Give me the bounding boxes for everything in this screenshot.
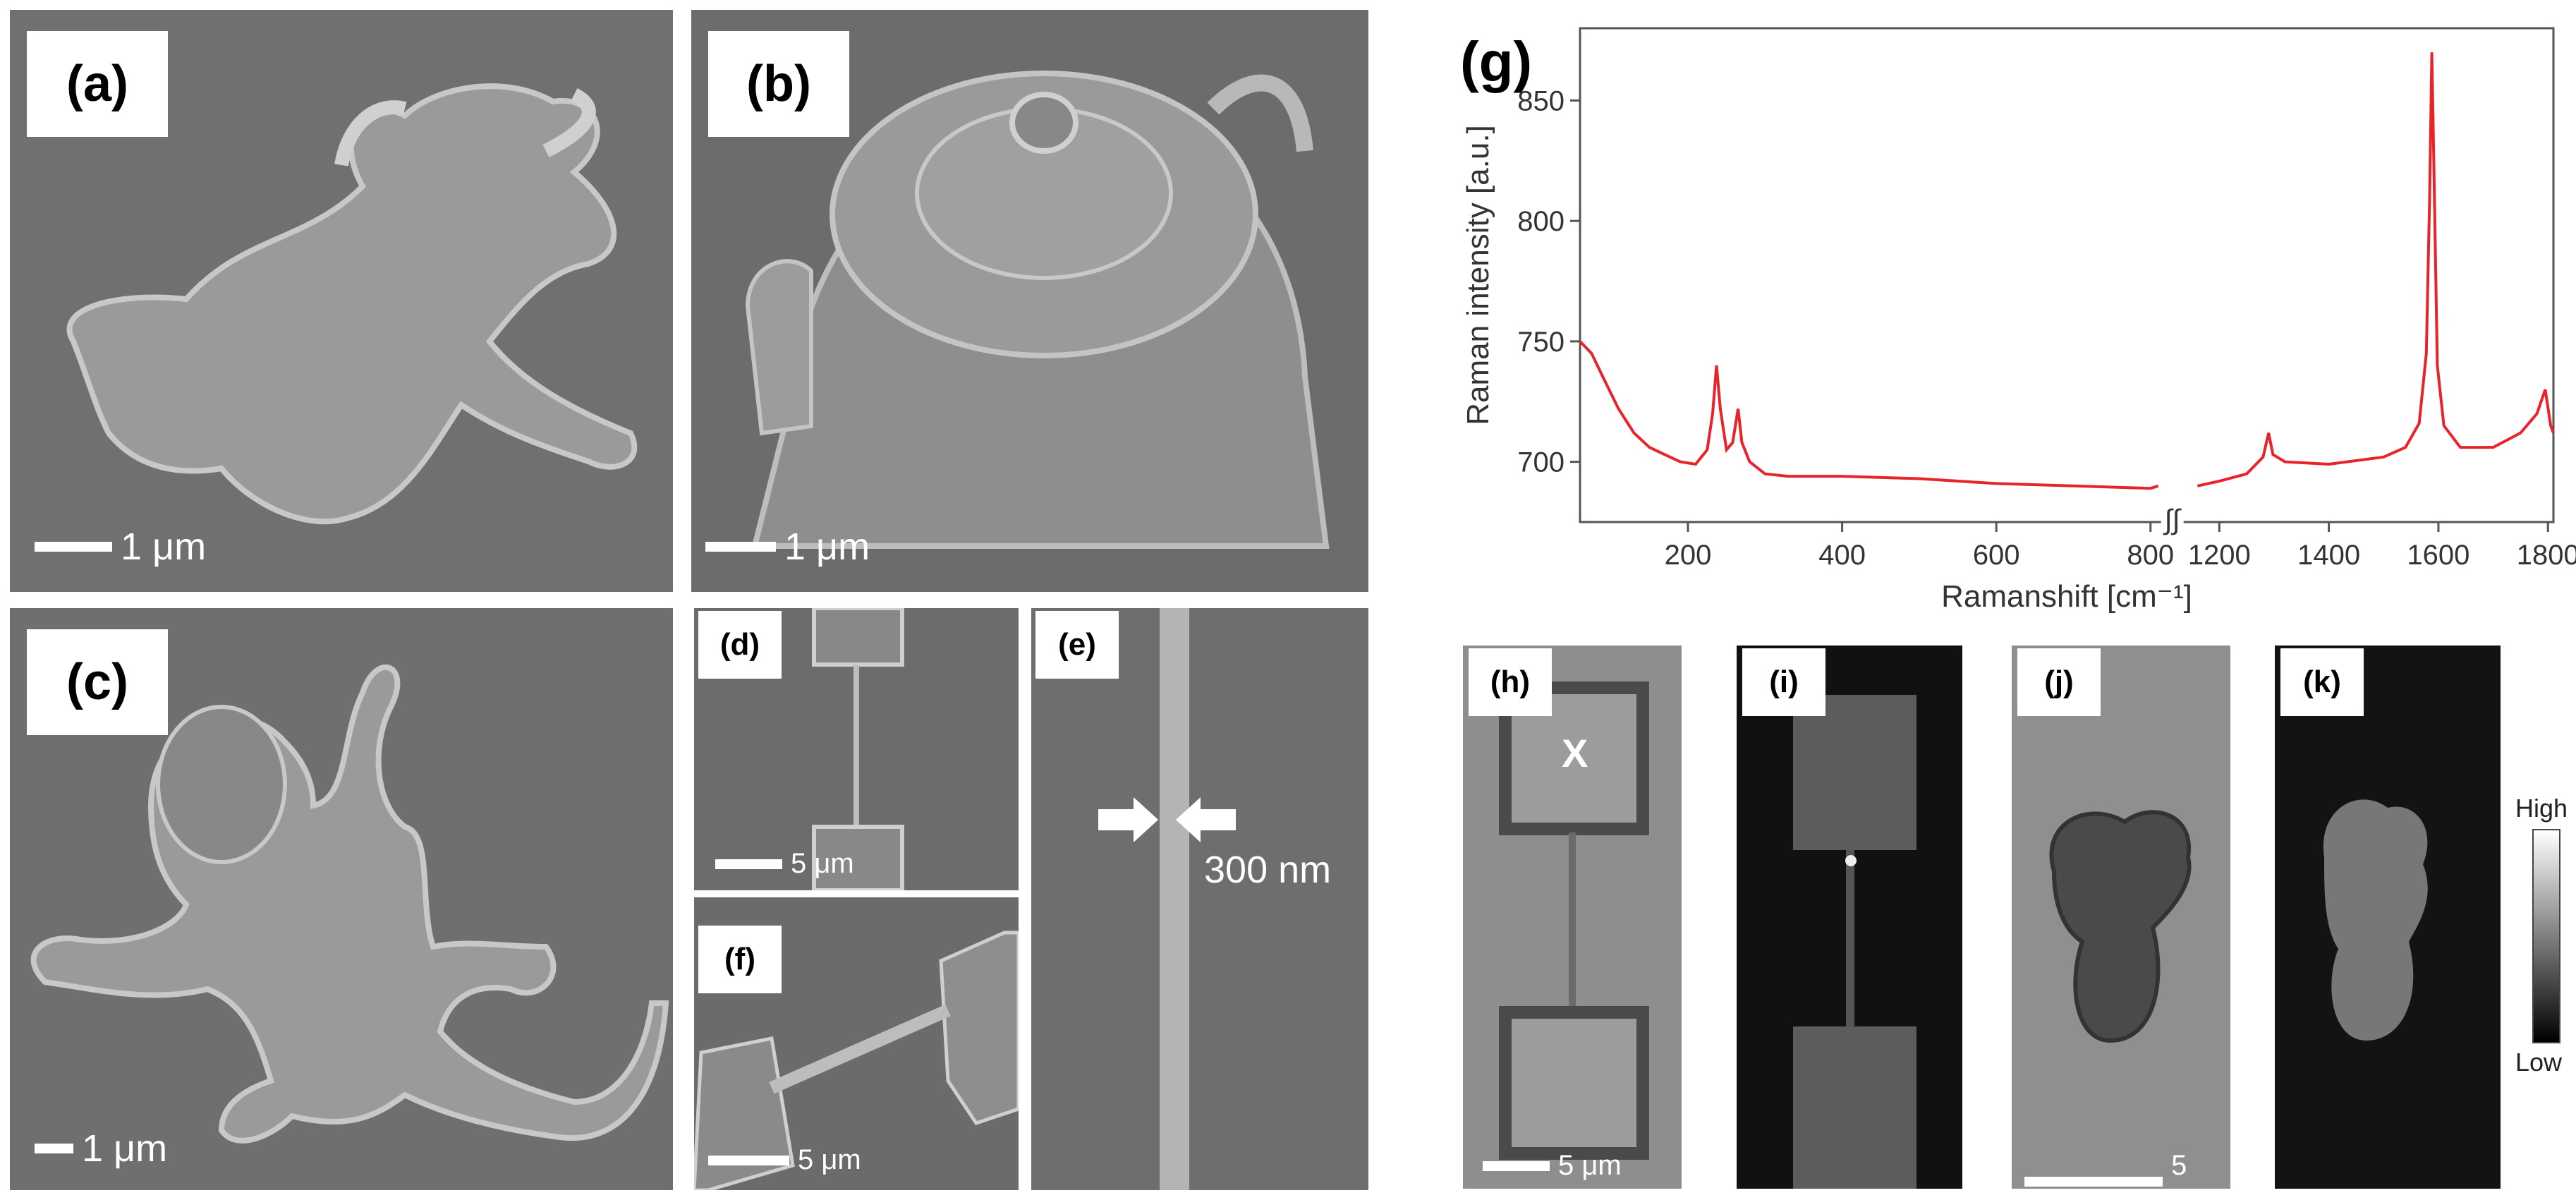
scale-bar-f-label: 5 μm: [798, 1144, 861, 1175]
axis-break-symbol: ∫∫: [2163, 504, 2182, 535]
panel-label-h: (h): [1469, 648, 1552, 716]
width-annotation: 300 nm: [1204, 849, 1332, 891]
panel-label-c: (c): [27, 629, 168, 735]
scale-bar-a: 1 μm: [35, 525, 206, 569]
raman-map-object: [2275, 646, 2501, 1189]
scale-bar-f: 5 μm: [708, 1144, 861, 1176]
panel-label-i: (i): [1742, 648, 1825, 716]
panel-j: (j) 5 μm: [2012, 646, 2230, 1189]
panel-label-b: (b): [708, 31, 849, 137]
colorbar-low-label: Low: [2515, 1048, 2563, 1077]
x-tick-label: 800: [2127, 540, 2174, 571]
raman-map-bridge: [1737, 646, 1962, 1189]
colorbar: [2532, 829, 2560, 1043]
panel-label-e: (e): [1035, 611, 1119, 679]
panel-label-j: (j): [2017, 648, 2101, 716]
scale-bar-b: 1 μm: [705, 525, 870, 569]
sem-image-nanowire: [1031, 608, 1368, 1190]
x-tick-label: 400: [1818, 540, 1866, 571]
sem-image-lizard: [10, 608, 673, 1190]
scale-bar-j-label: 5 μm: [2171, 1150, 2211, 1189]
panel-c: (c) 1 μm: [10, 608, 673, 1190]
scale-bar-c-label: 1 μm: [82, 1127, 168, 1170]
y-tick-label: 800: [1517, 206, 1565, 237]
x-tick-label: 1600: [2407, 540, 2469, 571]
scale-bar-h-label: 5 μm: [1558, 1150, 1622, 1181]
scale-bar-d-label: 5 μm: [791, 848, 854, 879]
sem-image-bull: [10, 10, 673, 592]
scale-bar-d: 5 μm: [715, 848, 854, 880]
spectrum-line-segment-2: [2197, 52, 2555, 487]
panel-f: (f) 5 μm: [694, 897, 1019, 1190]
x-tick-label: 1200: [2188, 540, 2251, 571]
measurement-marker: X: [1562, 731, 1588, 775]
panel-h: (h) X 5 μm: [1463, 646, 1682, 1189]
scale-bar-a-label: 1 μm: [121, 526, 207, 568]
x-axis-label: Ramanshift [cm⁻¹]: [1941, 579, 2192, 614]
scale-bar-h: 5 μm: [1483, 1150, 1622, 1182]
chart-plot-area: ∫∫ 700 750 800 850 200 400 600 800 1200 1400 1600 18…: [1461, 27, 2576, 614]
plot-frame: [1579, 27, 2555, 523]
sem-image-teapot: [691, 10, 1368, 592]
panel-d: (d) 5 μm: [694, 608, 1019, 890]
optical-image-object: [2012, 646, 2230, 1189]
x-tick-label: 600: [1973, 540, 2020, 571]
panel-label-k: (k): [2280, 648, 2364, 716]
panel-e: (e) 300 nm: [1031, 608, 1368, 1190]
raman-spectrum-chart: (g) ∫∫ 700 750 800 850 200 400 600 800 1200 1400 16…: [1460, 27, 2576, 614]
scale-bar-b-label: 1 μm: [784, 526, 870, 568]
y-tick-label: 700: [1517, 447, 1565, 478]
scale-bar-j: 5 μm: [2024, 1150, 2230, 1189]
panel-k: (k): [2275, 646, 2501, 1189]
y-tick-label: 850: [1517, 85, 1565, 116]
panel-label-a: (a): [27, 31, 168, 137]
panel-i: (i): [1737, 646, 1962, 1189]
panel-label-g: (g): [1460, 30, 1532, 93]
panel-a: (a) 1 μm: [10, 10, 673, 592]
scale-bar-c: 1 μm: [35, 1127, 167, 1170]
x-tick-label: 200: [1665, 540, 1712, 571]
optical-image-bridge: [1463, 646, 1682, 1189]
y-tick-label: 750: [1517, 327, 1565, 358]
y-axis-label: Raman intensity [a.u.]: [1461, 125, 1495, 425]
panel-b: (b) 1 μm: [691, 10, 1368, 592]
x-tick-label: 1800: [2517, 540, 2576, 571]
colorbar-high-label: High: [2515, 794, 2568, 823]
x-tick-label: 1400: [2297, 540, 2360, 571]
panel-label-f: (f): [698, 926, 782, 993]
spectrum-line-segment-1: [1579, 340, 2159, 490]
panel-label-d: (d): [698, 611, 782, 679]
axis-break-gap: [2161, 518, 2184, 528]
